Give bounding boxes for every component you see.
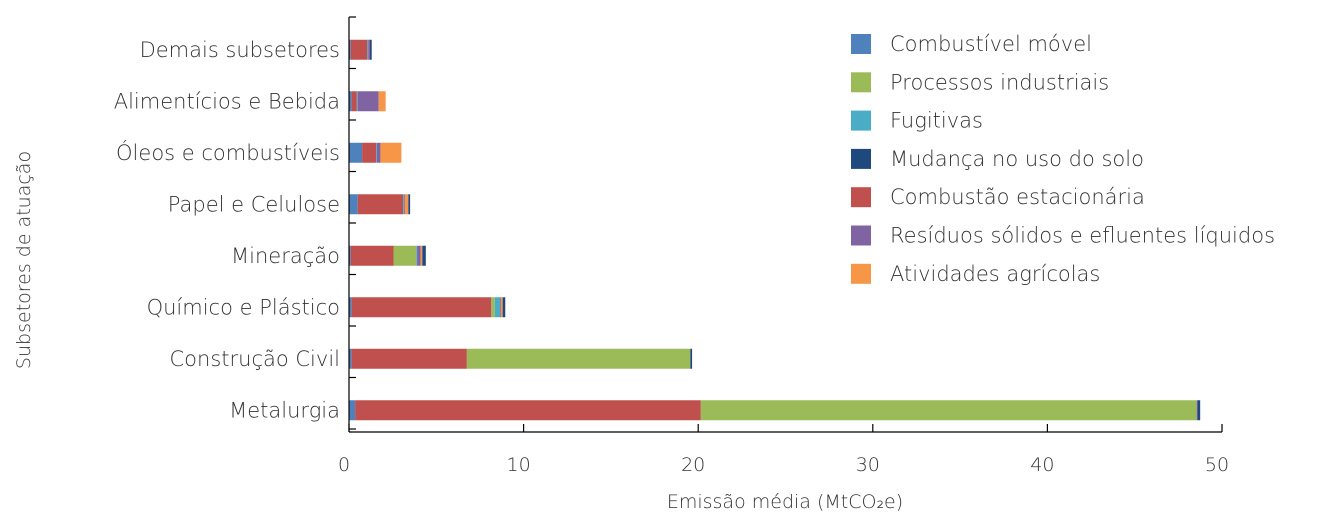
bar-mineracao-residuos-solidos-e-efluentes-liquidos xyxy=(417,245,421,266)
y-axis-title: Subsetores de atuação xyxy=(13,151,35,369)
bar-papel-e-celulose-combustivel-movel xyxy=(349,194,358,215)
x-tick-label: 0 xyxy=(338,454,350,476)
bar-oleos-e-combustiveis-combustivel-movel xyxy=(349,142,363,163)
bar-alimenticios-e-bebida-combustivel-movel xyxy=(349,91,352,112)
bar-mineracao-mudanca-no-uso-do-solo xyxy=(422,245,426,266)
bar-alimenticios-e-bebida-fugitivas xyxy=(356,91,358,112)
bar-demais-subsetores-residuos-solidos-e-efluentes-liquidos xyxy=(368,39,370,60)
bar-metalurgia-combustivel-movel xyxy=(349,400,356,421)
x-tick-label: 40 xyxy=(1030,454,1054,476)
bars-group xyxy=(349,39,1201,421)
bar-oleos-e-combustiveis-combustao-estacionaria xyxy=(362,142,377,163)
bar-alimenticios-e-bebida-residuos-solidos-e-efluentes-liquidos xyxy=(357,91,379,112)
bar-mineracao-combustivel-movel xyxy=(349,245,351,266)
bar-papel-e-celulose-fugitivas xyxy=(403,194,404,215)
bar-construcao-civil-processos-industriais xyxy=(466,348,691,369)
x-tick-label: 20 xyxy=(681,454,705,476)
bar-oleos-e-combustiveis-fugitivas xyxy=(376,142,377,163)
bar-alimenticios-e-bebida-atividades-agricolas xyxy=(378,91,386,112)
legend: Combustível móvel Processos industriais Fu… xyxy=(851,32,1275,286)
bar-metalurgia-combustao-estacionaria xyxy=(355,400,701,421)
category-label: Metalurgia xyxy=(229,398,340,422)
bar-metalurgia-processos-industriais xyxy=(700,400,1197,421)
bar-mineracao-combustao-estacionaria xyxy=(350,245,394,266)
bar-demais-subsetores-combustivel-movel xyxy=(349,39,351,60)
bar-oleos-e-combustiveis-atividades-agricolas xyxy=(380,142,402,163)
bar-quimico-e-plastico-combustao-estacionaria xyxy=(351,297,492,318)
legend-swatch-processos-industriais xyxy=(851,72,871,93)
bar-demais-subsetores-mudanca-no-uso-do-solo xyxy=(369,39,372,60)
category-label: Construção Civil xyxy=(170,347,340,371)
legend-label-combustao-estacionaria: Combustão estacionária xyxy=(890,185,1145,209)
x-tick-label: 10 xyxy=(507,454,531,476)
bar-mineracao-atividades-agricolas xyxy=(420,245,423,266)
bar-construcao-civil-mudanca-no-uso-do-solo xyxy=(690,348,693,369)
bar-mineracao-processos-industriais xyxy=(393,245,417,266)
axes-group xyxy=(348,16,1223,433)
category-label: Químico e Plástico xyxy=(147,295,340,319)
category-labels: Demais subsetores Alimentícios e Bebida Ól… xyxy=(114,38,340,423)
legend-label-mudanca-no-uso-do-solo: Mudança no uso do solo xyxy=(890,147,1144,171)
bar-papel-e-celulose-atividades-agricolas xyxy=(404,194,409,215)
legend-swatch-combustivel-movel xyxy=(851,34,871,54)
legend-swatch-fugitivas xyxy=(851,110,871,131)
bar-construcao-civil-combustao-estacionaria xyxy=(351,348,467,369)
bar-demais-subsetores-fugitivas xyxy=(367,39,369,60)
bar-oleos-e-combustiveis-residuos-solidos-e-efluentes-liquidos xyxy=(376,142,381,163)
bar-construcao-civil-combustivel-movel xyxy=(349,348,352,369)
category-label: Alimentícios e Bebida xyxy=(114,89,340,113)
x-tick-label: 50 xyxy=(1205,454,1229,476)
bar-quimico-e-plastico-atividades-agricolas xyxy=(500,297,503,318)
bar-papel-e-celulose-combustao-estacionaria xyxy=(357,194,404,215)
bar-metalurgia-mudanca-no-uso-do-solo xyxy=(1197,400,1201,421)
bar-alimenticios-e-bebida-combustao-estacionaria xyxy=(351,91,357,112)
category-label: Papel e Celulose xyxy=(168,192,340,216)
legend-swatch-combustao-estacionaria xyxy=(851,187,871,208)
legend-swatch-mudanca-no-uso-do-solo xyxy=(851,148,871,169)
bar-mineracao-fugitivas xyxy=(416,245,418,266)
legend-label-combustivel-movel: Combustível móvel xyxy=(890,32,1092,56)
category-label: Demais subsetores xyxy=(140,38,340,62)
x-tick-label: 30 xyxy=(856,454,880,476)
category-label: Óleos e combustíveis xyxy=(116,140,340,165)
bar-demais-subsetores-combustao-estacionaria xyxy=(350,39,368,60)
x-tick-labels: 0 10 20 30 40 50 xyxy=(338,454,1229,476)
legend-label-processos-industriais: Processos industriais xyxy=(890,70,1109,94)
legend-swatch-residuos-solidos-e-efluentes-liquidos xyxy=(851,225,871,246)
bar-quimico-e-plastico-processos-industriais xyxy=(491,297,495,318)
bar-quimico-e-plastico-combustivel-movel xyxy=(349,297,352,318)
bar-papel-e-celulose-mudanca-no-uso-do-solo xyxy=(408,194,411,215)
bar-quimico-e-plastico-residuos-solidos-e-efluentes-liquidos xyxy=(500,297,501,318)
x-axis-title: Emissão média (MtCO₂e) xyxy=(667,491,903,513)
legend-label-residuos-solidos-e-efluentes-liquidos: Resíduos sólidos e efluentes líquidos xyxy=(890,224,1275,248)
legend-label-atividades-agricolas: Atividades agrícolas xyxy=(890,262,1100,286)
bar-quimico-e-plastico-mudanca-no-uso-do-solo xyxy=(502,297,506,318)
bar-metalurgia-residuos-solidos-e-efluentes-liquidos xyxy=(1196,400,1198,421)
legend-label-fugitivas: Fugitivas xyxy=(890,109,983,133)
bar-papel-e-celulose-residuos-solidos-e-efluentes-liquidos xyxy=(404,194,405,215)
category-label: Mineração xyxy=(231,244,340,268)
legend-swatch-atividades-agricolas xyxy=(851,263,871,284)
bar-quimico-e-plastico-fugitivas xyxy=(494,297,501,318)
